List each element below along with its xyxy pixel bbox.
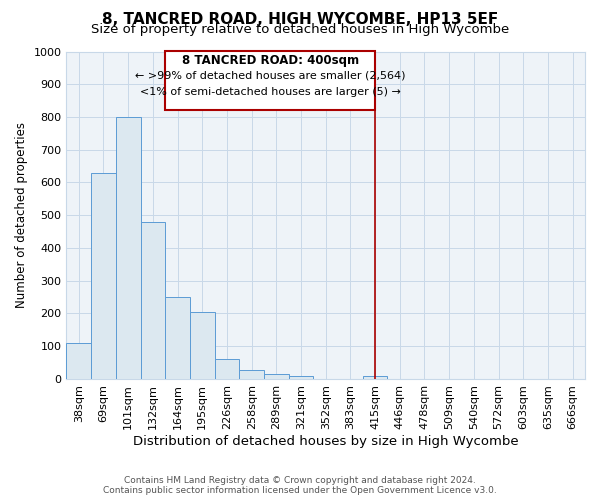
Text: Size of property relative to detached houses in High Wycombe: Size of property relative to detached ho… <box>91 22 509 36</box>
Text: <1% of semi-detached houses are larger (5) →: <1% of semi-detached houses are larger (… <box>140 88 401 98</box>
Bar <box>215 358 239 379</box>
Bar <box>190 312 215 379</box>
Bar <box>165 52 375 110</box>
Y-axis label: Number of detached properties: Number of detached properties <box>15 122 28 308</box>
Text: 8, TANCRED ROAD, HIGH WYCOMBE, HP13 5EF: 8, TANCRED ROAD, HIGH WYCOMBE, HP13 5EF <box>102 12 498 28</box>
Bar <box>140 222 165 379</box>
Bar <box>91 174 116 379</box>
X-axis label: Distribution of detached houses by size in High Wycombe: Distribution of detached houses by size … <box>133 434 518 448</box>
Bar <box>264 374 289 379</box>
Bar <box>116 117 140 379</box>
Text: 8 TANCRED ROAD: 400sqm: 8 TANCRED ROAD: 400sqm <box>182 54 359 67</box>
Bar <box>165 297 190 379</box>
Bar <box>363 376 388 379</box>
Bar <box>67 343 91 379</box>
Text: ← >99% of detached houses are smaller (2,564): ← >99% of detached houses are smaller (2… <box>135 70 406 80</box>
Bar <box>239 370 264 379</box>
Text: Contains HM Land Registry data © Crown copyright and database right 2024.
Contai: Contains HM Land Registry data © Crown c… <box>103 476 497 495</box>
Bar <box>289 376 313 379</box>
